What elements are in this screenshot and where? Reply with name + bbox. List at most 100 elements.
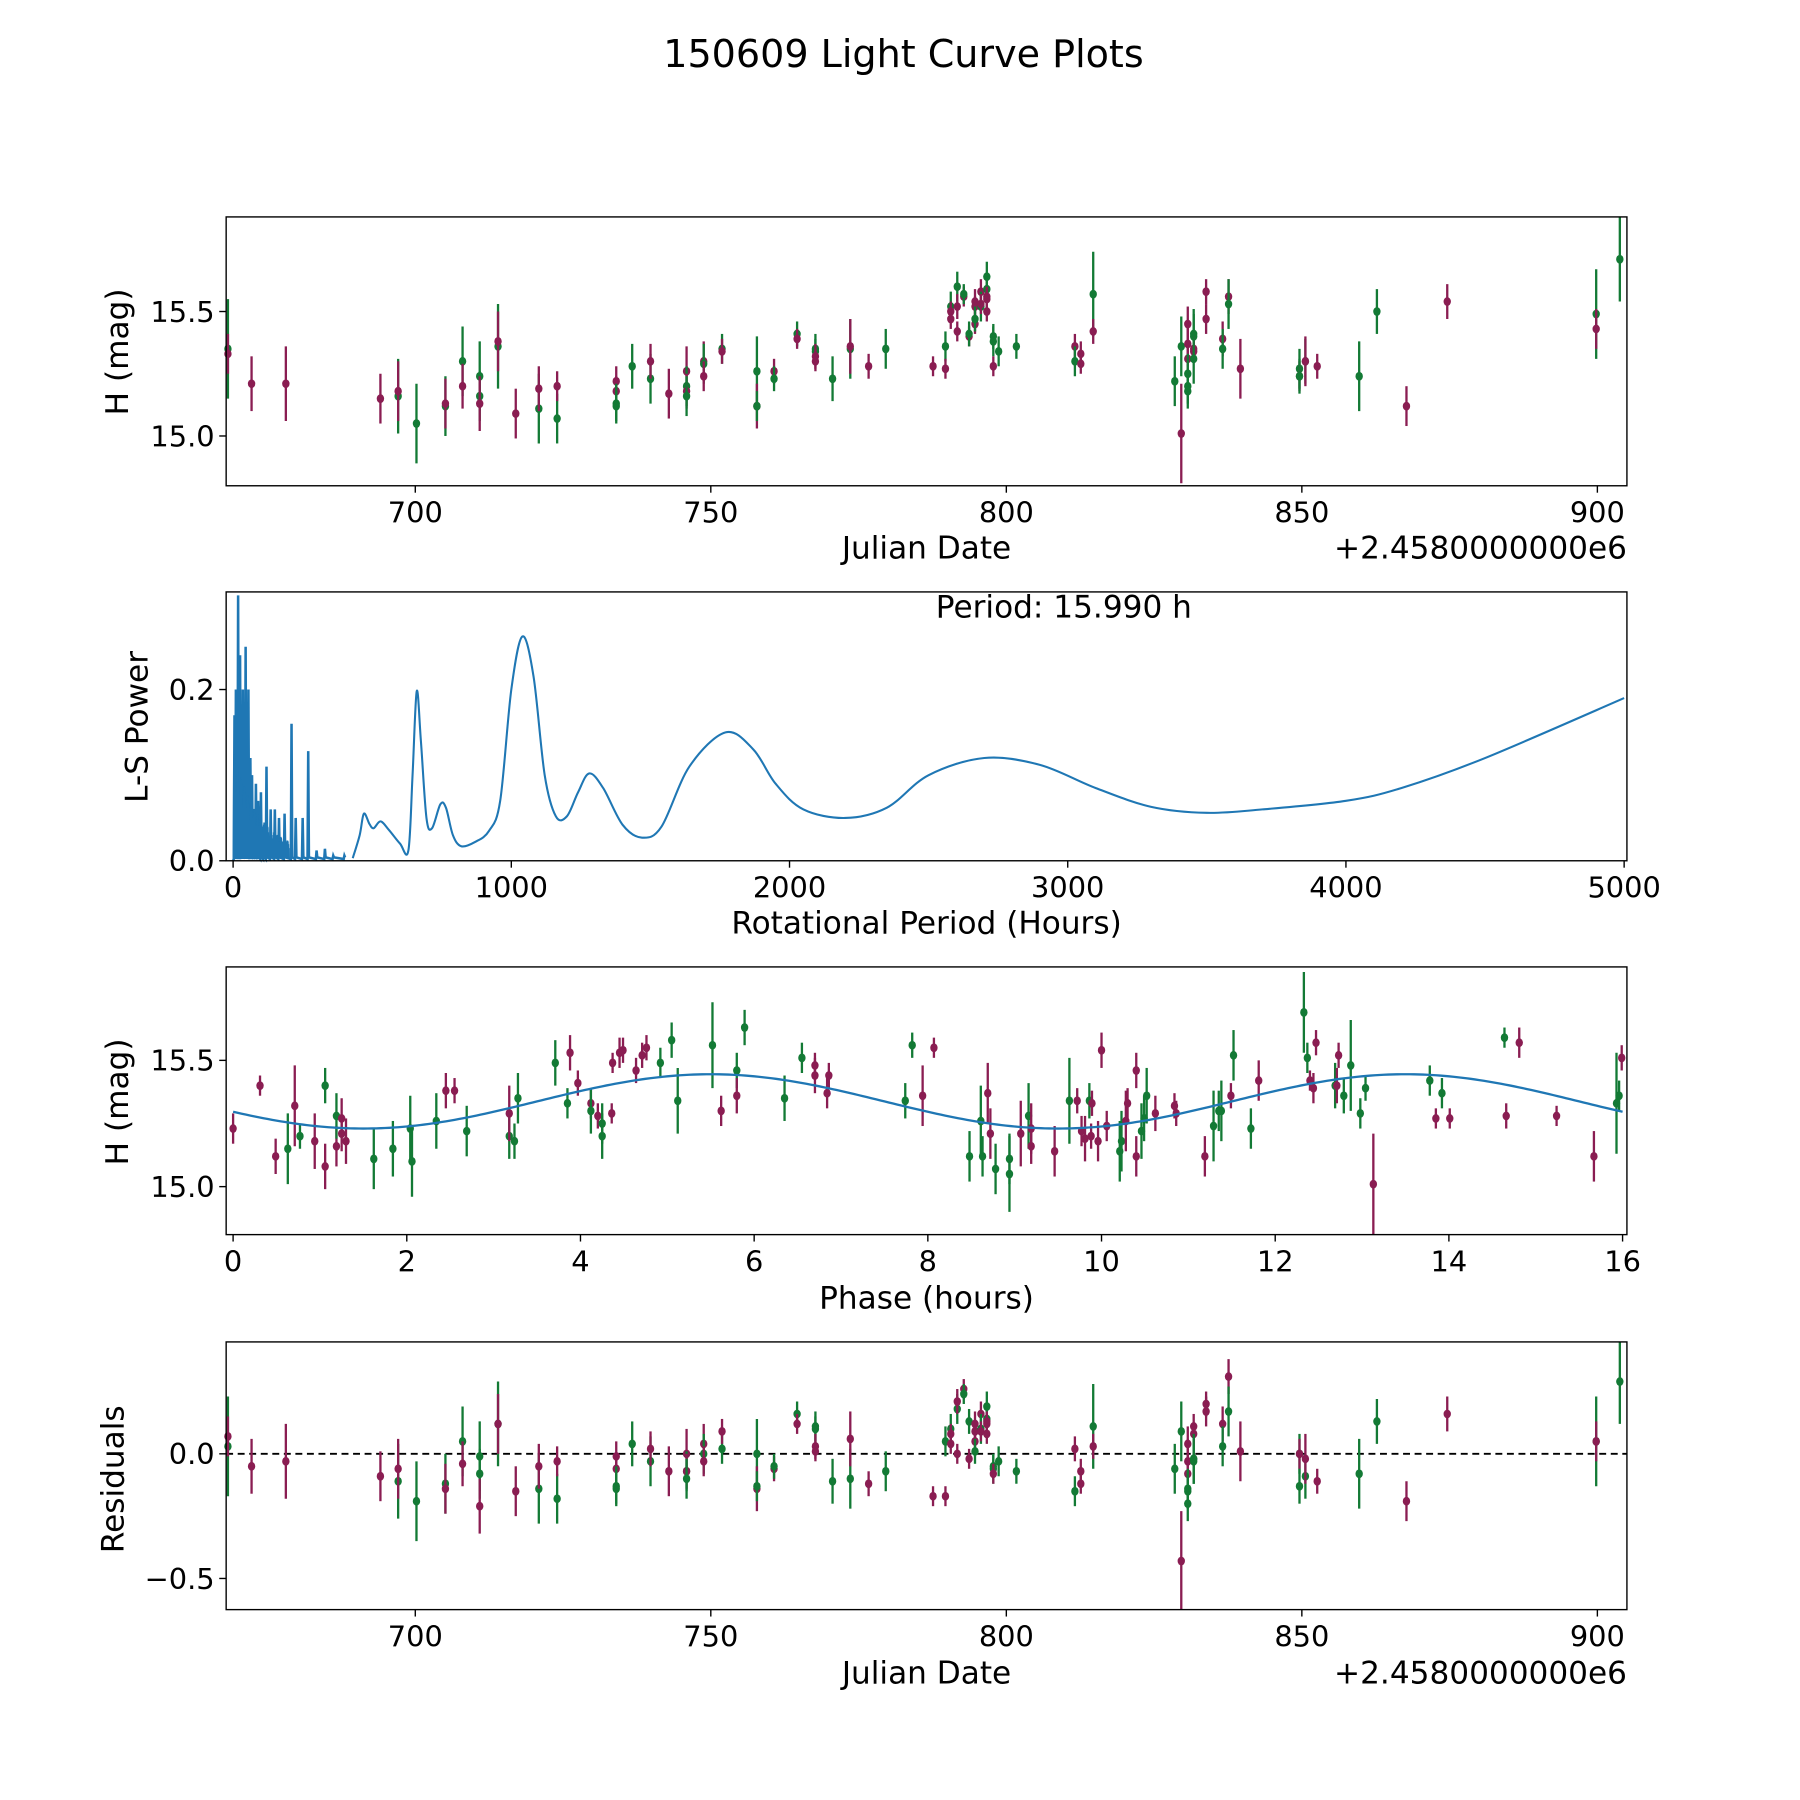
phased-point: [284, 1113, 292, 1185]
data-marker: [1027, 1141, 1035, 1151]
phased-point: [1027, 1128, 1035, 1164]
residual-point: [718, 1418, 726, 1444]
data-marker: [1373, 307, 1381, 316]
data-marker: [1301, 356, 1310, 366]
lightcurve-point: [665, 368, 673, 419]
phased-point: [1618, 1045, 1626, 1071]
phased-point: [930, 1037, 938, 1058]
data-marker: [311, 1136, 319, 1146]
y-tick-label: 15.5: [150, 295, 214, 329]
phased-point: [1309, 1072, 1318, 1104]
phased-point: [632, 1057, 640, 1084]
data-marker: [1171, 1464, 1179, 1474]
data-marker: [1050, 1146, 1059, 1156]
phased-point: [1132, 1052, 1140, 1089]
periodogram-ticks: 0 1000 2000 3000 4000 5000 0.0 0.2: [169, 673, 1661, 905]
data-marker: [551, 1058, 559, 1068]
lightcurve-point: [1202, 304, 1210, 334]
residual-point: [953, 1389, 961, 1414]
lightcurve-point: [1224, 279, 1233, 329]
residual-points: [224, 1341, 1627, 1610]
data-marker: [811, 356, 820, 366]
data-marker: [1313, 361, 1321, 371]
data-marker: [901, 1096, 909, 1106]
data-marker: [1303, 1053, 1312, 1063]
lightcurve-point: [1184, 373, 1192, 409]
lightcurve-point: [846, 318, 854, 374]
x-tick-label: 1000: [475, 871, 548, 905]
data-marker: [1081, 1134, 1089, 1144]
data-marker: [718, 1427, 726, 1436]
phased-point: [1088, 1090, 1096, 1116]
periodogram-axes: 0 1000 2000 3000 4000 5000 0.0 0.2 Period: 15.9…: [120, 589, 1661, 941]
data-marker: [598, 1131, 606, 1141]
lightcurve-point: [494, 311, 502, 372]
data-marker: [1005, 1169, 1014, 1179]
phased-point: [1209, 1090, 1218, 1162]
data-marker: [700, 1456, 708, 1466]
lightcurve-point: [441, 378, 450, 429]
phased-point: [1333, 1067, 1341, 1104]
phased-point: [965, 1131, 974, 1182]
lightcurve-point: [646, 343, 655, 379]
lightcurve-point: [947, 309, 955, 329]
data-marker: [512, 1486, 520, 1496]
data-marker: [770, 374, 778, 384]
data-marker: [1189, 1454, 1198, 1464]
data-marker: [458, 1436, 467, 1446]
residual-point: [1313, 1468, 1321, 1494]
x-tick-label: 4000: [1309, 871, 1382, 905]
data-marker: [977, 1427, 985, 1436]
lightcurve-axes: 700 750 800 850 900 15.0 15.5 Julian Date +2.4…: [100, 216, 1628, 566]
phased-point: [908, 1032, 916, 1058]
data-marker: [1097, 1045, 1106, 1055]
data-marker: [1132, 1066, 1140, 1075]
lightcurve-point: [1077, 353, 1085, 374]
data-marker: [632, 1066, 640, 1075]
lightcurve-point: [1301, 336, 1310, 387]
residual-point: [1077, 1473, 1085, 1494]
periodogram-ylabel: L-S Power: [120, 651, 156, 803]
data-marker: [376, 394, 385, 404]
y-tick-label: 15.0: [150, 419, 214, 453]
data-marker: [587, 1106, 595, 1116]
data-marker: [321, 1081, 329, 1091]
data-marker: [733, 1091, 741, 1101]
residual-point: [1202, 1396, 1210, 1427]
phased-point: [642, 1035, 651, 1061]
data-marker: [1590, 1151, 1598, 1161]
data-marker: [1502, 1111, 1510, 1121]
data-marker: [628, 1439, 636, 1449]
data-marker: [947, 314, 955, 324]
lightcurve-point: [1202, 279, 1210, 305]
data-marker: [960, 289, 968, 299]
phased-point: [1432, 1108, 1440, 1129]
data-marker: [594, 1111, 602, 1121]
lightcurve-point: [1295, 358, 1304, 394]
data-marker: [1224, 1372, 1233, 1381]
data-marker: [656, 1058, 665, 1068]
lightcurve-point: [828, 356, 837, 402]
residual-point: [846, 1411, 854, 1467]
data-marker: [1071, 1486, 1079, 1496]
data-marker: [929, 361, 937, 371]
phased-point: [1361, 1075, 1370, 1101]
data-marker: [1218, 1419, 1227, 1429]
data-marker: [1177, 429, 1185, 438]
data-marker: [930, 1043, 938, 1053]
data-marker: [553, 414, 561, 423]
data-marker: [608, 1058, 617, 1068]
phased-point: [370, 1128, 378, 1190]
data-marker: [718, 346, 726, 356]
phased-point: [594, 1103, 602, 1129]
data-marker: [953, 327, 961, 336]
data-marker: [846, 1474, 854, 1484]
data-marker: [1515, 1038, 1523, 1048]
data-marker: [1295, 371, 1304, 381]
data-marker: [941, 364, 950, 374]
data-marker: [412, 419, 421, 428]
data-marker: [1201, 1151, 1209, 1161]
residual-point: [700, 1446, 708, 1477]
data-marker: [1402, 401, 1411, 411]
lightcurve-point: [977, 294, 985, 315]
